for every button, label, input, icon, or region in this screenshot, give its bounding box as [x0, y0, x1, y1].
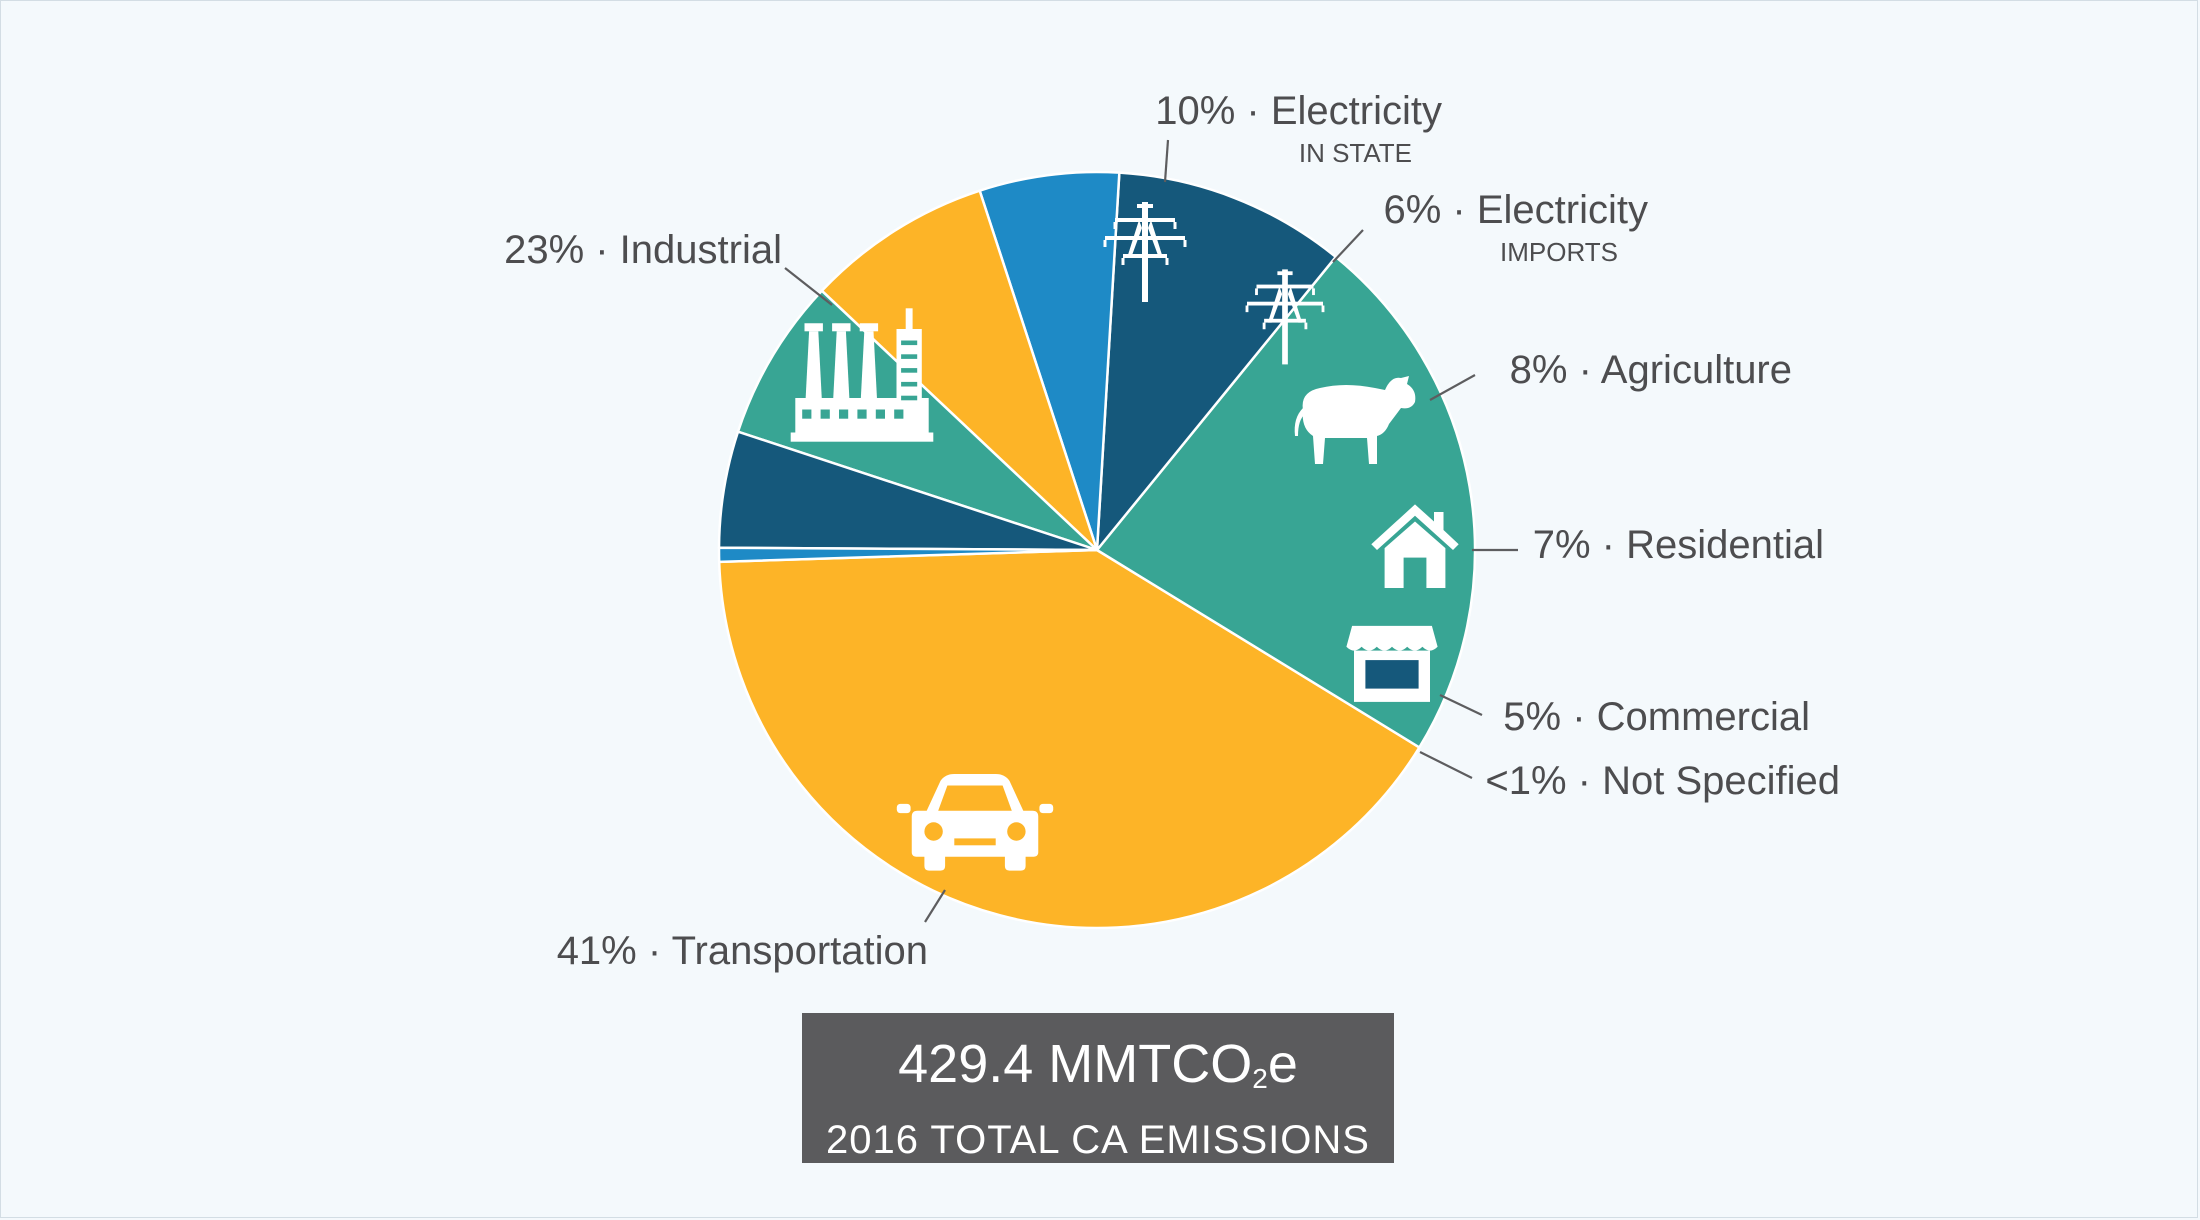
slice-label-residential: 7% · Residential — [1533, 523, 1824, 567]
industrial-factory-icon — [790, 308, 934, 442]
electricity-in-state-power-tower-icon — [1103, 202, 1187, 302]
transportation-car-icon — [896, 774, 1054, 871]
slice-label-transportation: 41% · Transportation — [557, 929, 928, 973]
total-emissions-value: 429.4 MMTCO2e — [898, 1034, 1298, 1094]
slice-sublabel-electricity-in-state: IN STATE — [1299, 138, 1412, 168]
leader-line-commercial — [1439, 694, 1483, 716]
slice-label-electricity-imports: 6% · Electricity — [1384, 188, 1649, 232]
leader-line-not-specified — [1419, 751, 1473, 779]
slice-label-not-specified: <1% · Not Specified — [1485, 759, 1840, 803]
agriculture-cow-icon — [1294, 376, 1416, 464]
pie-slice-electricity-imports — [978, 170, 1121, 552]
slice-label-industrial: 23% · Industrial — [504, 228, 782, 272]
slice-label-agriculture: 8% · Agriculture — [1510, 348, 1792, 392]
pie-slice-industrial — [1095, 255, 1477, 749]
pie-slice-electricity-in-state — [1095, 171, 1338, 552]
leader-line-transportation — [924, 889, 946, 923]
leader-line-electricity-imports — [1332, 229, 1364, 263]
leader-line-agriculture — [1429, 374, 1476, 401]
pie-slice-transportation — [717, 548, 1421, 930]
slice-sublabel-electricity-imports: IMPORTS — [1500, 237, 1618, 267]
residential-house-icon — [1371, 504, 1459, 588]
slice-label-electricity-in-state: 10% · Electricity — [1155, 89, 1442, 133]
commercial-storefront-icon — [1346, 625, 1438, 702]
leader-line-industrial — [784, 267, 833, 306]
slice-label-commercial: 5% · Commercial — [1503, 695, 1810, 739]
total-emissions-box: 429.4 MMTCO2e 2016 TOTAL CA EMISSIONS — [802, 1013, 1394, 1163]
pie-slice-agriculture — [820, 189, 1099, 552]
pie-slice-not-specified — [717, 546, 1099, 564]
total-emissions-caption: 2016 TOTAL CA EMISSIONS — [826, 1118, 1370, 1162]
leader-line-electricity-in-state — [1163, 139, 1170, 183]
